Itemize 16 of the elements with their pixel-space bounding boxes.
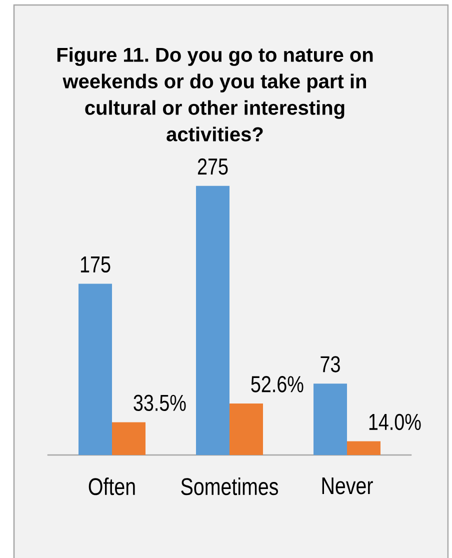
data-label: 14.0% bbox=[369, 414, 421, 430]
bar bbox=[78, 284, 112, 455]
bar bbox=[196, 186, 230, 455]
x-tick-label: Often bbox=[88, 478, 135, 496]
data-label: 52.6% bbox=[251, 376, 304, 392]
chart-title: Figure 11. Do you go to nature on weekends or do you take part in cultural or other interesting activities? bbox=[57, 47, 373, 142]
bar bbox=[313, 384, 347, 455]
x-tick-label: Sometimes bbox=[181, 478, 278, 496]
data-label: 175 bbox=[80, 256, 110, 273]
bar bbox=[230, 404, 263, 455]
data-label: 33.5% bbox=[134, 394, 186, 412]
data-label: 275 bbox=[198, 158, 228, 175]
data-label: 73 bbox=[320, 356, 340, 372]
bar bbox=[112, 422, 146, 455]
bar bbox=[346, 441, 380, 455]
x-tick-label: Never bbox=[322, 478, 373, 494]
